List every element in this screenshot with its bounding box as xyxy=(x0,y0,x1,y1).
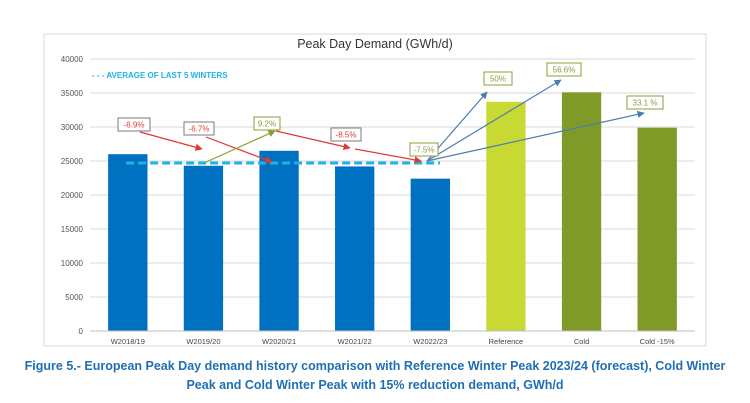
bar xyxy=(410,178,450,331)
change-label-box xyxy=(183,121,215,136)
chart: Peak Day Demand (GWh/d) 0 5000 10000 15000 2… xyxy=(43,33,707,347)
x-tick-label: Cold xyxy=(574,337,589,346)
change-label: 9.2% xyxy=(258,120,276,129)
change-label-box xyxy=(253,116,281,131)
change-arrow xyxy=(426,79,562,162)
x-tick-label: W2022/23 xyxy=(413,337,447,346)
change-arrow xyxy=(275,130,351,151)
change-label: -8.5% xyxy=(336,131,357,140)
change-label-box xyxy=(483,71,513,86)
change-label-box xyxy=(117,117,151,132)
x-tick-label: Reference xyxy=(489,337,524,346)
bar xyxy=(183,165,224,331)
x-tick-label: W2019/20 xyxy=(186,337,220,346)
change-label: -6.9% xyxy=(124,121,145,130)
change-arrow xyxy=(139,131,203,151)
x-tick-label: W2021/22 xyxy=(338,337,372,346)
change-arrow xyxy=(203,130,276,164)
chart-title: Peak Day Demand (GWh/d) xyxy=(297,37,453,51)
x-tick-label: W2020/21 xyxy=(262,337,296,346)
caption-line-1: Figure 5.- European Peak Day demand hist… xyxy=(24,359,726,373)
x-tick-label: W2018/19 xyxy=(111,337,145,346)
y-axis: 0 5000 10000 15000 20000 25000 30000 35000 40000 xyxy=(61,55,84,336)
bar xyxy=(335,166,375,331)
bar xyxy=(486,101,526,331)
change-annotations: -6.9% -6.7% 9.2% -8.5% -7.5% 50% 56.6% 33.1 % xyxy=(117,62,664,164)
bar xyxy=(259,150,299,331)
change-label: -7.5% xyxy=(414,146,435,155)
change-label-box xyxy=(546,62,582,77)
change-arrow xyxy=(354,148,422,164)
change-label: 50% xyxy=(490,75,506,84)
y-tick-label: 20000 xyxy=(61,191,84,200)
bar xyxy=(561,92,602,331)
change-label: 56.6% xyxy=(553,66,576,75)
bar xyxy=(637,127,677,332)
change-label-box xyxy=(626,95,664,110)
change-arrow xyxy=(205,136,273,164)
figure-caption: Figure 5.- European Peak Day demand hist… xyxy=(20,357,730,395)
change-label: 33.1 % xyxy=(633,99,658,108)
average-line-group: - - - AVERAGE OF LAST 5 WINTERS xyxy=(92,71,440,165)
y-tick-label: 40000 xyxy=(61,55,84,64)
change-label-box xyxy=(330,127,362,142)
y-tick-label: 30000 xyxy=(61,123,84,132)
y-tick-label: 0 xyxy=(79,327,84,336)
caption-line-2: Peak and Cold Winter Peak with 15% reduc… xyxy=(186,378,564,392)
x-axis: W2018/19 W2019/20 W2020/21 W2021/22 W2022/23… xyxy=(90,330,695,346)
y-tick-label: 35000 xyxy=(61,89,84,98)
y-tick-label: 5000 xyxy=(65,293,83,302)
change-label-box xyxy=(409,142,439,157)
y-tick-label: 25000 xyxy=(61,157,84,166)
y-tick-label: 15000 xyxy=(61,225,84,234)
average-legend-label: - - - AVERAGE OF LAST 5 WINTERS xyxy=(92,71,228,80)
change-label: -6.7% xyxy=(189,125,210,134)
bars xyxy=(108,92,677,332)
bar xyxy=(108,154,148,331)
y-tick-label: 10000 xyxy=(61,259,84,268)
change-arrow xyxy=(426,110,645,162)
x-tick-label: Cold -15% xyxy=(640,337,675,346)
chart-svg: Peak Day Demand (GWh/d) 0 5000 10000 15000 2… xyxy=(43,33,707,347)
